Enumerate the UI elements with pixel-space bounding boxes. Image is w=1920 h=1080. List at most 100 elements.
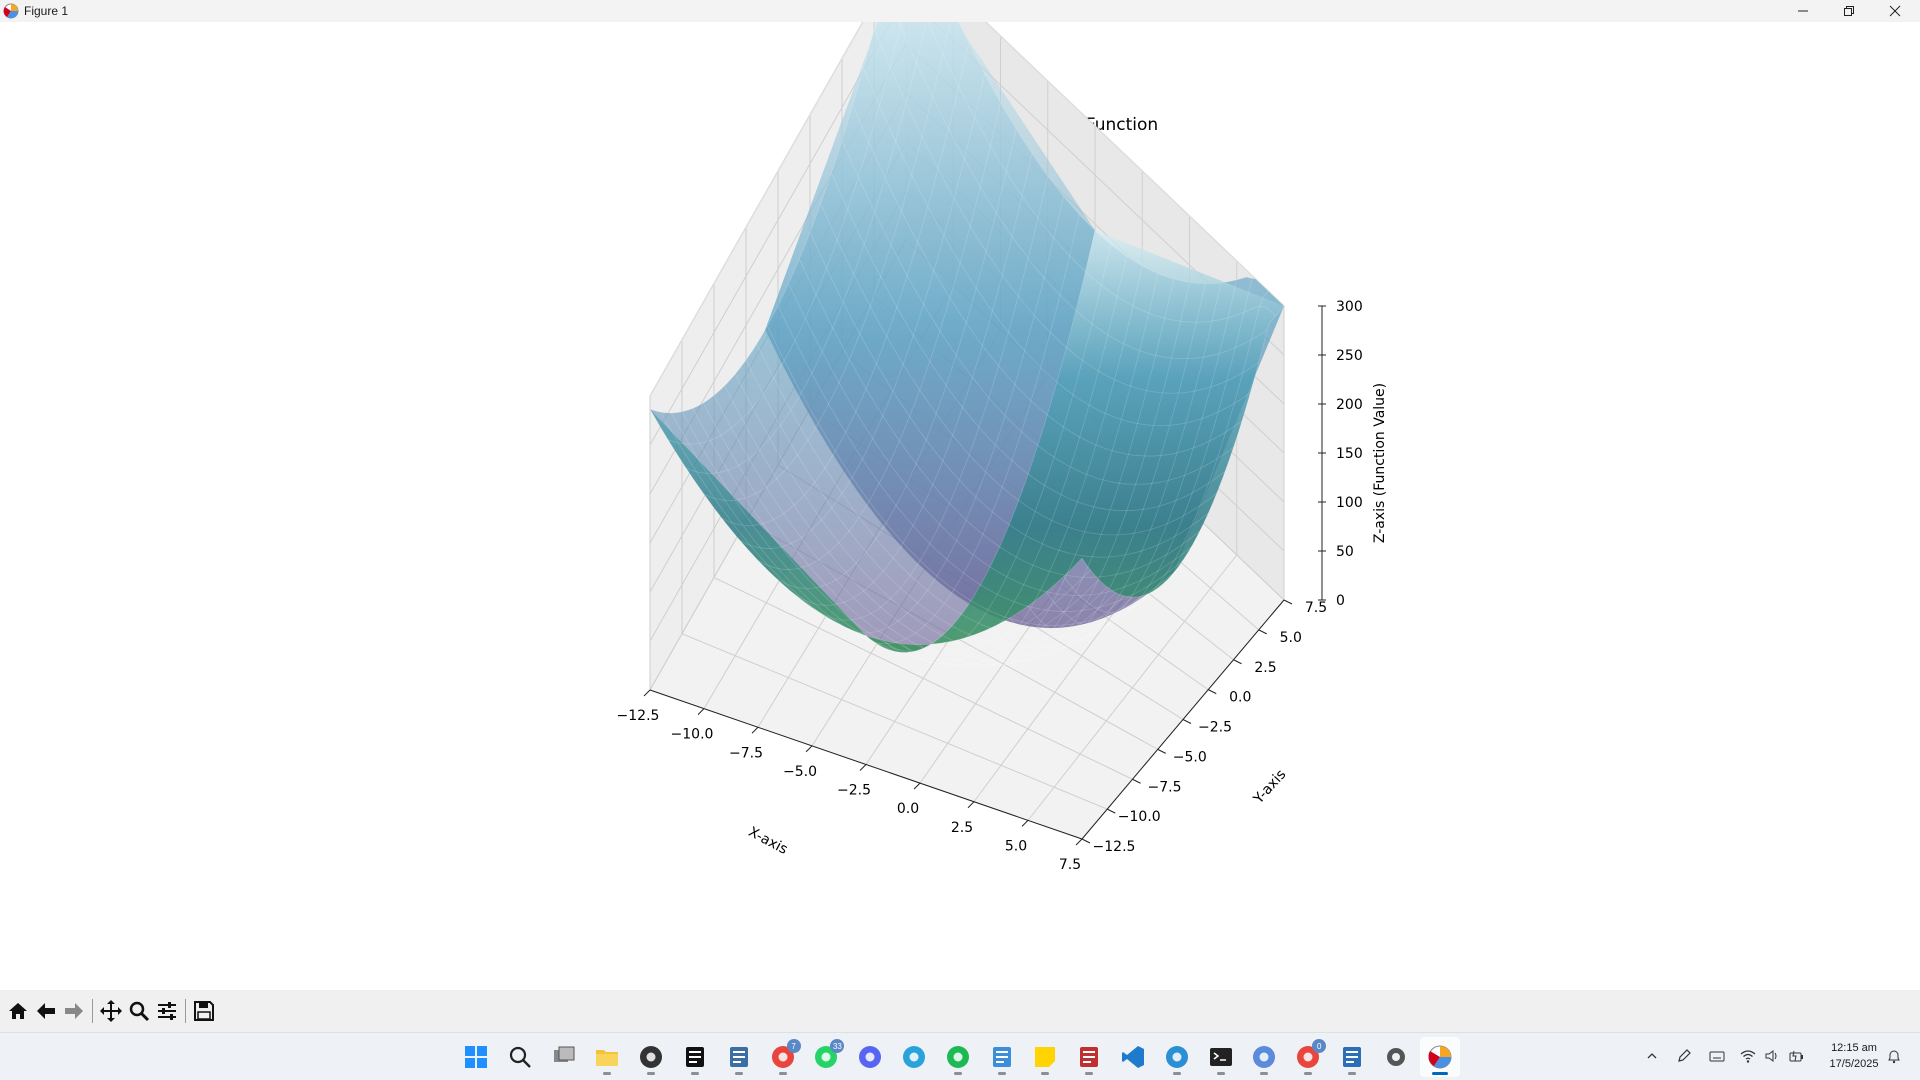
- tray-overflow-button[interactable]: [1640, 1032, 1664, 1080]
- y-tick: [1258, 629, 1267, 635]
- forward-button[interactable]: [60, 997, 88, 1025]
- running-indicator: [1304, 1072, 1313, 1075]
- surface-mesh-line: [948, 0, 1285, 307]
- z-tick-label: 0: [1336, 593, 1345, 609]
- taskbar-spotify-button[interactable]: [938, 1037, 978, 1077]
- taskbar-terminal-button[interactable]: [1201, 1037, 1241, 1077]
- surface-front: [650, 230, 1284, 653]
- surface-mesh-line: [955, 278, 1175, 666]
- surface-mesh-line: [901, 256, 1127, 665]
- figure-window: Figure 1: [0, 0, 1920, 1032]
- surface-mesh-line: [775, 128, 1017, 589]
- x-tick: [913, 782, 921, 790]
- x-tick-label: −5.0: [783, 764, 817, 780]
- taskbar-chrome-profile-button[interactable]: 0: [1288, 1037, 1328, 1077]
- taskbar-tools-app-button[interactable]: [1069, 1037, 1109, 1077]
- x-tick: [1075, 838, 1083, 846]
- close-button[interactable]: [1872, 0, 1918, 22]
- y-tick: [1081, 838, 1091, 844]
- taskbar-photos-button[interactable]: [1332, 1037, 1372, 1077]
- x-tick-label: 2.5: [951, 820, 973, 836]
- surface-mesh-line: [829, 196, 1064, 634]
- x-tick: [967, 801, 975, 809]
- taskbar-discord-button[interactable]: [850, 1037, 890, 1077]
- y-tick: [1157, 748, 1166, 754]
- taskbar-chrome-button[interactable]: 7: [763, 1037, 803, 1077]
- surface-mesh-line: [889, 0, 1268, 360]
- y-tick-label: −5.0: [1173, 749, 1207, 765]
- taskbar-python-figure-button[interactable]: [1419, 1037, 1460, 1077]
- photos-icon: [1343, 1047, 1361, 1067]
- surface-mesh-line: [703, 9, 954, 501]
- surface-mesh-line: [841, 139, 1234, 485]
- pen-icon: [1678, 1049, 1691, 1062]
- surface-mesh-line: [798, 258, 1201, 578]
- x-tick: [859, 764, 867, 771]
- y-tick-label: 2.5: [1254, 660, 1276, 676]
- taskbar-sticky-notes-button[interactable]: [1025, 1037, 1065, 1077]
- y-tick-label: 7.5: [1305, 600, 1327, 616]
- surface-mesh-line: [937, 273, 1159, 668]
- taskbar-telegram-button[interactable]: [894, 1037, 934, 1077]
- browser-icon: [1253, 1046, 1276, 1068]
- wifi-tray-button[interactable]: [1736, 1032, 1760, 1080]
- surface-mesh-line: [918, 0, 1276, 323]
- keyboard-tray-button[interactable]: [1705, 1032, 1729, 1080]
- close-icon: [1889, 5, 1901, 17]
- taskbar-calculator-button[interactable]: [719, 1037, 759, 1077]
- x-tick: [751, 726, 759, 734]
- running-indicator: [734, 1072, 743, 1075]
- x-tick: [643, 689, 651, 697]
- running-indicator: [1041, 1072, 1050, 1075]
- taskbar-clock[interactable]: 12:15 am 17/5/2025: [1814, 1040, 1894, 1072]
- surface-mesh-line: [649, 408, 1083, 646]
- surface-mesh-line: [811, 175, 1049, 621]
- maximize-button[interactable]: [1826, 0, 1872, 22]
- surface-mesh-line: [820, 203, 1217, 536]
- surface-mesh-line: [681, 411, 1108, 665]
- configure-button[interactable]: [153, 997, 181, 1025]
- pen-tray-button[interactable]: [1672, 1032, 1696, 1080]
- surface-mesh-line: [809, 232, 1209, 558]
- surface: [649, 0, 1285, 668]
- battery-tray-button[interactable]: [1784, 1032, 1808, 1080]
- z-gridline: [649, 0, 1285, 446]
- taskbar-notepad-button[interactable]: [982, 1037, 1022, 1077]
- taskbar-browser-button[interactable]: [1244, 1037, 1284, 1077]
- taskbar-settings-button[interactable]: [1376, 1037, 1416, 1077]
- chrome-icon: [771, 1046, 794, 1068]
- taskbar-edge-button[interactable]: [1157, 1037, 1197, 1077]
- taskbar-clock-app-button[interactable]: [631, 1037, 671, 1077]
- x-tick-label: 7.5: [1059, 857, 1081, 873]
- battery-icon: [1789, 1050, 1803, 1062]
- taskbar-task-view-button[interactable]: [544, 1037, 584, 1077]
- save-button[interactable]: [190, 997, 218, 1025]
- volume-tray-button[interactable]: [1760, 1032, 1784, 1080]
- z-tick-label: 150: [1336, 446, 1363, 462]
- y-tick: [1233, 659, 1242, 665]
- taskbar-notion-button[interactable]: [675, 1037, 715, 1077]
- x-axis-label: X-axis: [746, 824, 791, 858]
- spotify-icon: [946, 1046, 969, 1068]
- x-tick-label: −7.5: [729, 745, 763, 761]
- zoom-button[interactable]: [125, 997, 153, 1025]
- x-tick-label: −12.5: [617, 708, 660, 724]
- surface-mesh-line: [830, 172, 1226, 512]
- running-indicator: [1431, 1072, 1448, 1075]
- taskbar-file-explorer-button[interactable]: [587, 1037, 627, 1077]
- minimize-button[interactable]: [1780, 0, 1826, 22]
- taskbar-vscode-button[interactable]: [1113, 1037, 1153, 1077]
- home-button[interactable]: [4, 997, 32, 1025]
- notifications-button[interactable]: [1882, 1032, 1906, 1080]
- clock-time: 12:15 am: [1831, 1042, 1877, 1054]
- sticky-notes-icon: [1035, 1047, 1056, 1067]
- taskbar-whatsapp-button[interactable]: 33: [806, 1037, 846, 1077]
- pan-button[interactable]: [97, 997, 125, 1025]
- surface-mesh-line: [1063, 290, 1269, 614]
- back-button[interactable]: [32, 997, 60, 1025]
- surface-mesh-line: [793, 153, 1033, 606]
- taskbar-start-button[interactable]: [456, 1037, 496, 1077]
- figure-canvas[interactable]: 3D Surface Plot of the Objective Functio…: [0, 0, 1920, 990]
- x-tick-label: 5.0: [1005, 838, 1027, 854]
- taskbar-search-button[interactable]: [500, 1037, 540, 1077]
